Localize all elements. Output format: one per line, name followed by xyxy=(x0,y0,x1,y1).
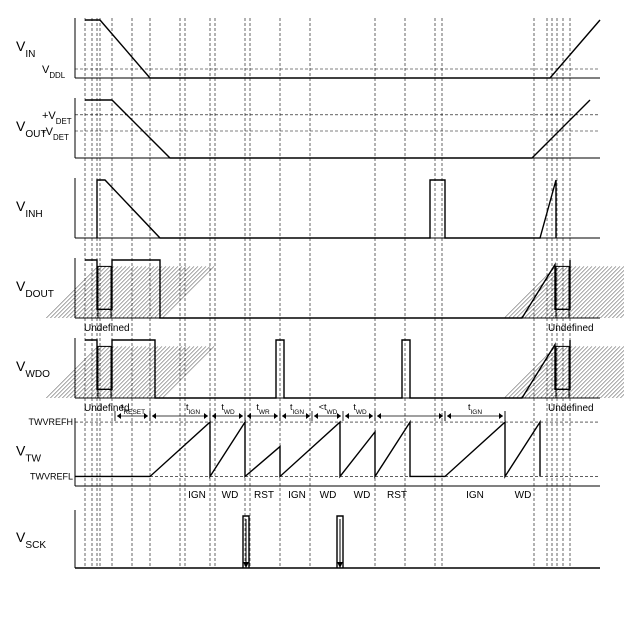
signal-out: VOUT+VDET-VDET xyxy=(16,98,600,158)
undefined-label: Undefined xyxy=(84,323,130,334)
timing-label: tIGN xyxy=(290,402,304,416)
signal-label: VSCK xyxy=(16,529,46,551)
timing-label: tWD xyxy=(221,402,235,416)
state-label: WD xyxy=(354,490,371,501)
state-label: IGN xyxy=(288,490,306,501)
state-label: RST xyxy=(254,490,274,501)
signal-label: VTW xyxy=(16,442,41,464)
signal-tw: VTWTWVREFHTWVREFLtRESETtIGNtWDtWRtIGN<tW… xyxy=(16,402,600,501)
signal-dout: VDOUT Undefined Undefined xyxy=(16,258,624,334)
ref-label: VDDL xyxy=(42,64,66,80)
ref-low: TWVREFL xyxy=(30,471,73,481)
ref-label: +VDET xyxy=(42,110,72,126)
timing-label: <tWD xyxy=(319,402,338,416)
timing-label: tWR xyxy=(256,402,270,416)
undefined-label: Undefined xyxy=(548,323,594,334)
ref-high: TWVREFH xyxy=(29,417,74,427)
signal-inh: VINH xyxy=(16,178,600,238)
state-label: IGN xyxy=(466,490,484,501)
state-label: WD xyxy=(515,490,532,501)
undefined-label: Undefined xyxy=(548,403,594,414)
state-label: WD xyxy=(222,490,239,501)
signal-label: VWDO xyxy=(16,358,50,380)
timing-label: tWD xyxy=(353,402,367,416)
state-label: WD xyxy=(320,490,337,501)
signal-label: VINH xyxy=(16,198,43,220)
timing-diagram: VIN VDDL VOUT+VDET-VDET VINH VDOUT Undefined U… xyxy=(0,0,624,624)
timing-label: tIGN xyxy=(186,402,200,416)
timing-label: tIGN xyxy=(468,402,482,416)
signal-label: VIN xyxy=(16,38,35,60)
signal-sck: VSCK xyxy=(16,510,600,568)
state-label: IGN xyxy=(188,490,206,501)
state-label: RST xyxy=(387,490,407,501)
signal-label: VDOUT xyxy=(16,278,54,300)
signal-in: VIN VDDL xyxy=(16,18,600,80)
